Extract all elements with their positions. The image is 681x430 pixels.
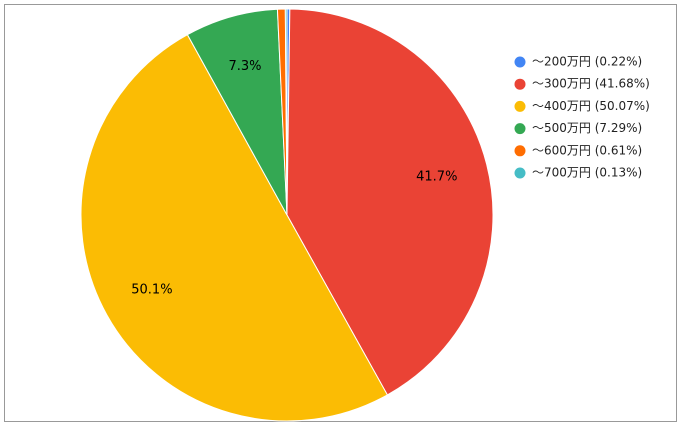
pie-slice <box>286 8 494 396</box>
slice-label: 41.7% <box>416 170 457 185</box>
legend-label: ～500万円 (7.29%) <box>532 121 642 135</box>
legend-marker <box>514 123 526 135</box>
legend-marker <box>514 78 526 90</box>
legend-marker <box>514 145 526 157</box>
legend-label: ～400万円 (50.07%) <box>532 99 650 113</box>
slice-label: 50.1% <box>131 282 172 297</box>
pie-slice <box>80 33 389 422</box>
legend-label: ～200万円 (0.22%) <box>532 55 642 69</box>
legend-label: ～700万円 (0.13%) <box>532 166 642 180</box>
legend-label: ～300万円 (41.68%) <box>532 77 650 91</box>
legend-marker <box>514 167 526 179</box>
legend-label: ～600万円 (0.61%) <box>532 143 642 157</box>
legend-marker <box>514 56 526 68</box>
legend-marker <box>514 100 526 112</box>
pie-slice <box>284 8 288 216</box>
slice-label: 7.3% <box>228 59 261 74</box>
